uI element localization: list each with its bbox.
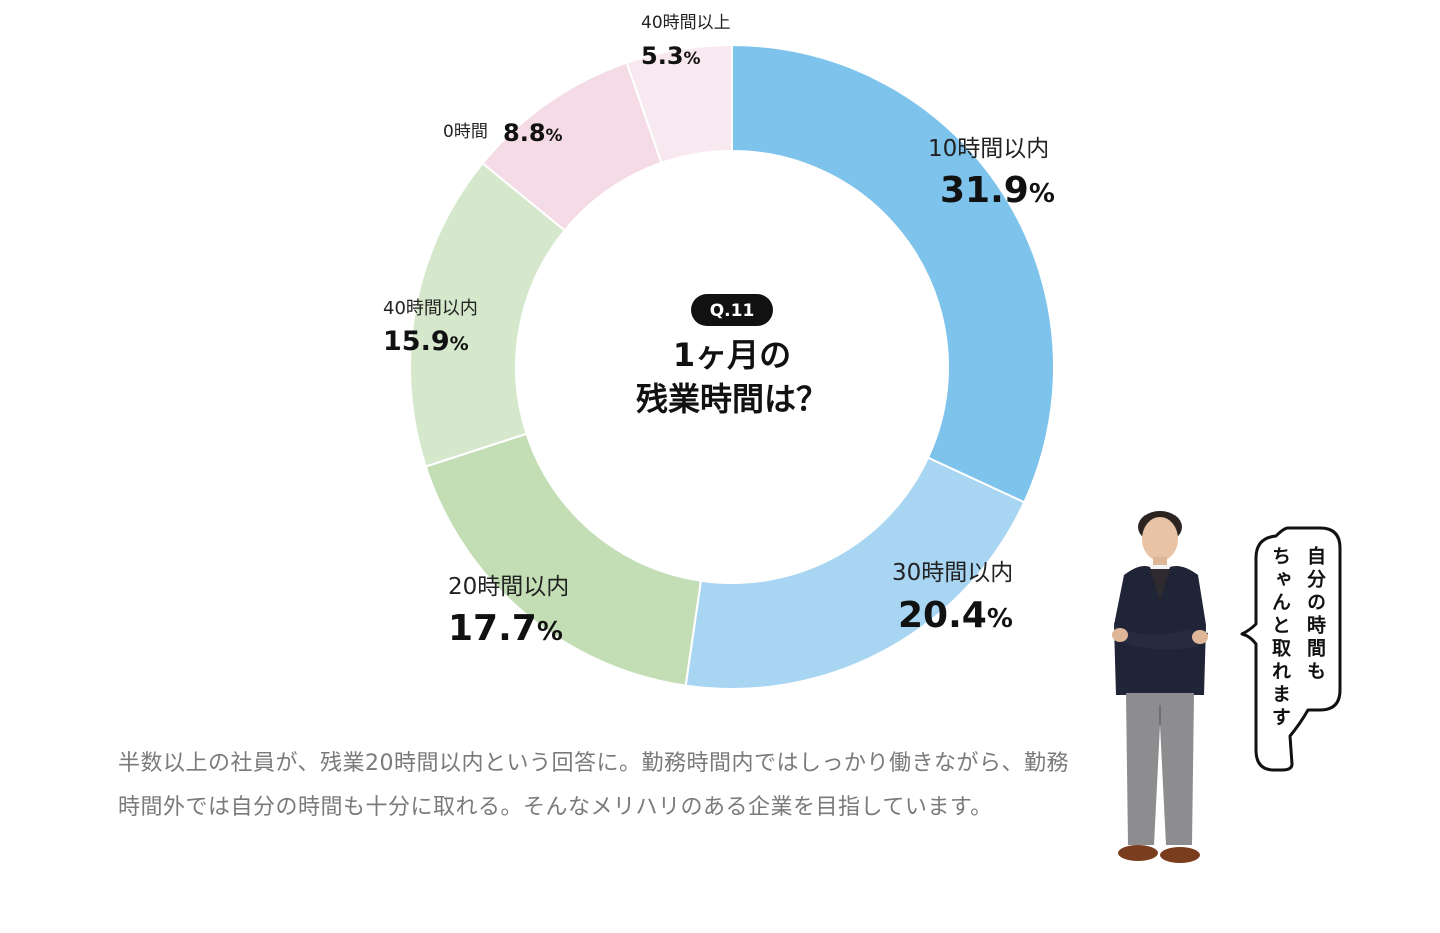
slice-value-0: 31.9%: [940, 170, 1055, 211]
slice-unit-0: %: [1029, 179, 1055, 209]
slice-unit-3: %: [450, 333, 469, 355]
donut-slice-0: [731, 43, 1055, 504]
question-badge-bg: [691, 294, 773, 326]
slice-label-3: 40時間以内: [383, 298, 478, 319]
center-content: Q.11 1ヶ月の 残業時間は？: [636, 294, 828, 418]
speech-bubble: 自分の時間も ちゃんと取れます: [1240, 524, 1346, 774]
donut-slice-1: [684, 456, 1026, 690]
slice-value-1: 20.4%: [898, 595, 1013, 636]
slice-unit-2: %: [537, 617, 563, 647]
slice-label-2: 20時間以内: [448, 574, 569, 600]
caption-text: 半数以上の社員が、残業20時間以内という回答に。勤務時間内ではしっかり働きながら…: [118, 751, 1070, 820]
speech-bubble-line-1: 自分の時間も: [1304, 546, 1326, 684]
center-title-line-2: 残業時間は？: [636, 380, 828, 418]
question-badge: Q.11: [710, 301, 755, 321]
slice-value-4: 8.8%: [503, 119, 563, 147]
center-title-line-1: 1ヶ月の: [673, 336, 791, 374]
employee-photo: [1100, 505, 1220, 875]
donut-slices: [409, 43, 1055, 690]
slice-label-5: 40時間以上: [641, 13, 731, 33]
slice-label-1: 30時間以内: [892, 560, 1013, 586]
slice-labels: 10時間以内31.9%30時間以内20.4%20時間以内17.7%40時間以内1…: [383, 13, 1055, 649]
slice-unit-5: %: [684, 49, 701, 69]
speech-bubble-outline: [1240, 526, 1342, 772]
slice-label-0: 10時間以内: [928, 136, 1049, 162]
speech-bubble-line-2: ちゃんと取れます: [1269, 546, 1291, 730]
employee-figure: [1112, 511, 1208, 863]
donut-slice-5: [625, 43, 733, 165]
slice-value-5: 5.3%: [641, 42, 701, 70]
slice-unit-1: %: [987, 604, 1013, 634]
slice-unit-4: %: [546, 126, 563, 146]
slice-label-4: 0時間: [443, 122, 488, 142]
